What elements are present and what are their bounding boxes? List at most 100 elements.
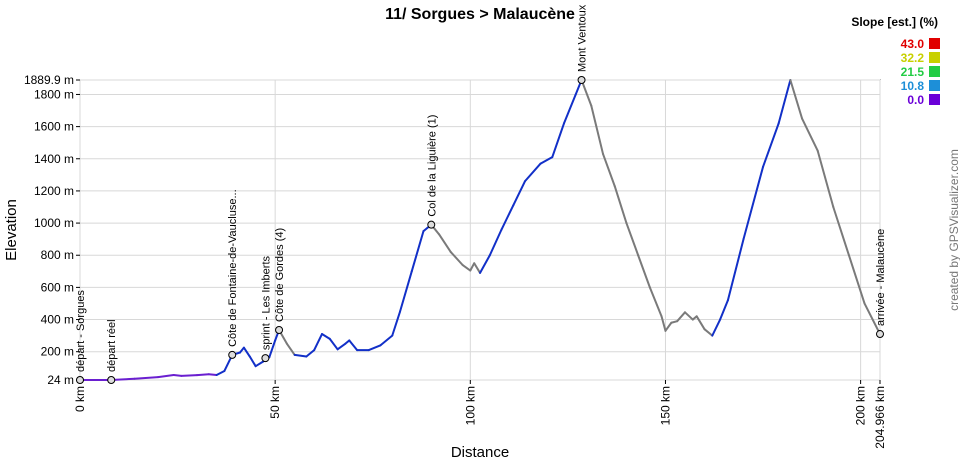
profile-segment [215,369,226,377]
waypoint-label: départ - Sorgues [75,290,87,372]
y-tick-label: 400 m [41,313,74,327]
profile-segment [847,254,866,305]
profile-segment [157,374,175,379]
profile-segment [711,318,722,337]
profile-segment [196,373,210,377]
x-tick-label: 200 km [854,386,868,425]
legend-entry-label: 10.8 [901,79,925,93]
profile-segment [391,310,402,337]
waypoint-marker [228,350,237,359]
legend-swatch [929,80,940,91]
profile-segment [242,346,251,358]
profile-segment [726,238,745,302]
profile-segment [648,286,663,318]
profile-segment [268,339,277,359]
y-tick-label: 1400 m [34,152,74,166]
profile-segment [449,251,464,266]
waypoint-label: arrivée - Malaucène [875,229,887,326]
profile-segment [438,233,452,254]
y-tick-label: 24 m [47,373,74,387]
profile-segment [379,334,394,347]
x-tick-label: 50 km [268,386,282,419]
profile-segment [863,302,881,336]
y-tick-label: 1000 m [34,216,74,230]
y-tick-label: 1889.9 m [24,73,74,87]
profile-segment [523,162,542,183]
chart-title: 11/ Sorgues > Malaucène [385,6,575,23]
y-axis-label: Elevation [3,199,20,261]
y-tick-label: 200 m [41,345,74,359]
profile-segment [683,311,694,321]
y-tick-label: 1200 m [34,184,74,198]
profile-segment [172,374,183,377]
y-tick-label: 800 m [41,248,74,262]
profile-segment [660,315,667,332]
profile-segment [703,328,714,337]
profile-segment [637,254,651,289]
legend-swatch [929,38,940,49]
waypoint-marker [577,76,586,84]
waypoint-label: sprint - Les Imberts [260,255,272,350]
profile-segment [664,321,673,332]
plot-frame [79,79,881,381]
profile-segment [719,299,729,321]
legend-title: Slope [est.] (%) [851,15,938,29]
x-axis-label: Distance [451,444,509,460]
waypoint-label: Col de la Liguière (1) [426,115,438,217]
profile-segment [742,165,765,241]
profile-segment [473,262,482,274]
profile-segment [399,270,413,313]
profile-segment [801,117,819,152]
waypoint-marker [261,354,270,363]
legend-swatch [929,52,940,63]
waypoint-marker [107,376,116,384]
profile-segment [789,79,804,120]
profile-segment [348,339,359,352]
legend-swatch [929,94,940,105]
profile-segment [410,230,425,273]
profile-segment [133,376,160,380]
profile-segment [305,349,316,358]
profile-segment [500,204,515,231]
profile-segment [367,344,382,352]
profile-segment [816,149,835,209]
x-tick-label: 100 km [463,386,477,425]
profile-segment [590,104,605,155]
y-tick-label: 600 m [41,280,74,294]
profile-segment [602,152,616,188]
legend-swatch [929,66,940,77]
profile-segment [479,254,491,274]
x-tick-label: 150 km [658,386,672,425]
profile-segment [207,373,218,377]
profile-segment [328,337,339,351]
profile-segment [670,320,679,324]
profile-segment [293,353,308,358]
x-tick-label: 204.966 km [873,386,887,449]
waypoints: départ - Sorgues départ réel Côte de Fonta… [75,4,887,384]
profile-segment [254,360,265,368]
grid [79,79,881,381]
profile-segment [580,79,593,107]
credit-text: created by GPSVisualizer.com [947,149,960,311]
profile-segment [285,342,296,356]
x-tick-label: 0 km [73,386,87,412]
profile-segment [777,79,792,125]
profile-segment [625,222,640,257]
profile-segment [488,228,503,257]
profile-segment [762,122,780,168]
profile-segment [461,263,472,272]
waypoint-marker [427,220,436,229]
profile-segment [512,180,526,207]
waypoint-label: Côte de Fontaine-de-Vaucluse... [227,189,239,347]
profile-segment [832,206,850,257]
waypoint-marker [275,325,284,334]
waypoint-label: départ réel [106,319,118,372]
legend-entry-label: 43.0 [901,37,925,51]
waypoint-label: Côte de Gordes (4) [274,228,286,322]
legend-entry-label: 32.2 [901,51,925,65]
x-axis-ticks: 0 km 50 km 100 km 150 km 200 km 204.966 km [73,380,887,449]
profile-segment [613,185,628,225]
y-tick-label: 1600 m [34,120,74,134]
y-tick-label: 1800 m [34,87,74,101]
